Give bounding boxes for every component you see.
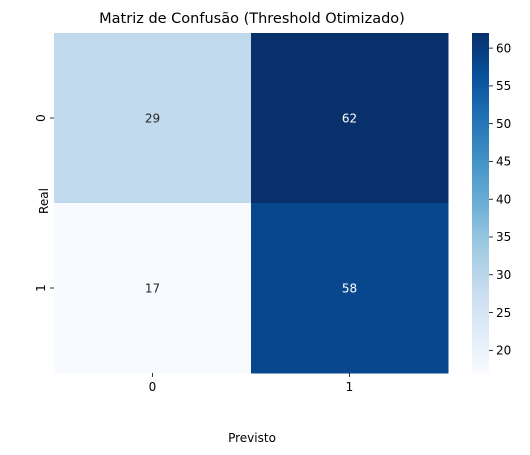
- colorbar-tick-label: 25: [496, 306, 511, 320]
- colorbar: 20 25 30 35 40 45 50 55 60: [472, 33, 511, 373]
- chart-title: Matriz de Confusão (Threshold Otimizado): [99, 11, 405, 27]
- cell-value-label: 58: [342, 282, 357, 296]
- cell-value-label: 29: [145, 112, 160, 126]
- y-axis: 01: [34, 114, 54, 292]
- heatmap-cell: [251, 203, 449, 374]
- colorbar-tick-label: 60: [496, 41, 511, 55]
- x-tick-label: 0: [149, 380, 157, 394]
- heatmap-cell: [54, 33, 252, 204]
- colorbar-tick-label: 50: [496, 117, 511, 131]
- x-tick-label: 1: [346, 380, 354, 394]
- heatmap-cell: [251, 33, 449, 204]
- colorbar-tick-label: 30: [496, 268, 511, 282]
- heatmap-cells: 29 62 17 58: [54, 33, 449, 374]
- colorbar-tick-label: 45: [496, 155, 511, 169]
- y-axis-label: Real: [37, 188, 51, 214]
- colorbar-gradient: [472, 33, 489, 373]
- x-axis-label: Previsto: [228, 431, 276, 445]
- cell-value-label: 17: [145, 282, 160, 296]
- heatmap-cell: [54, 203, 252, 374]
- colorbar-tick-label: 20: [496, 344, 511, 358]
- cell-value-label: 62: [342, 112, 357, 126]
- y-tick-label: 0: [34, 114, 48, 122]
- colorbar-tick-label: 55: [496, 79, 511, 93]
- colorbar-tick-label: 40: [496, 192, 511, 206]
- colorbar-tick-label: 35: [496, 230, 511, 244]
- y-tick-label: 1: [34, 284, 48, 292]
